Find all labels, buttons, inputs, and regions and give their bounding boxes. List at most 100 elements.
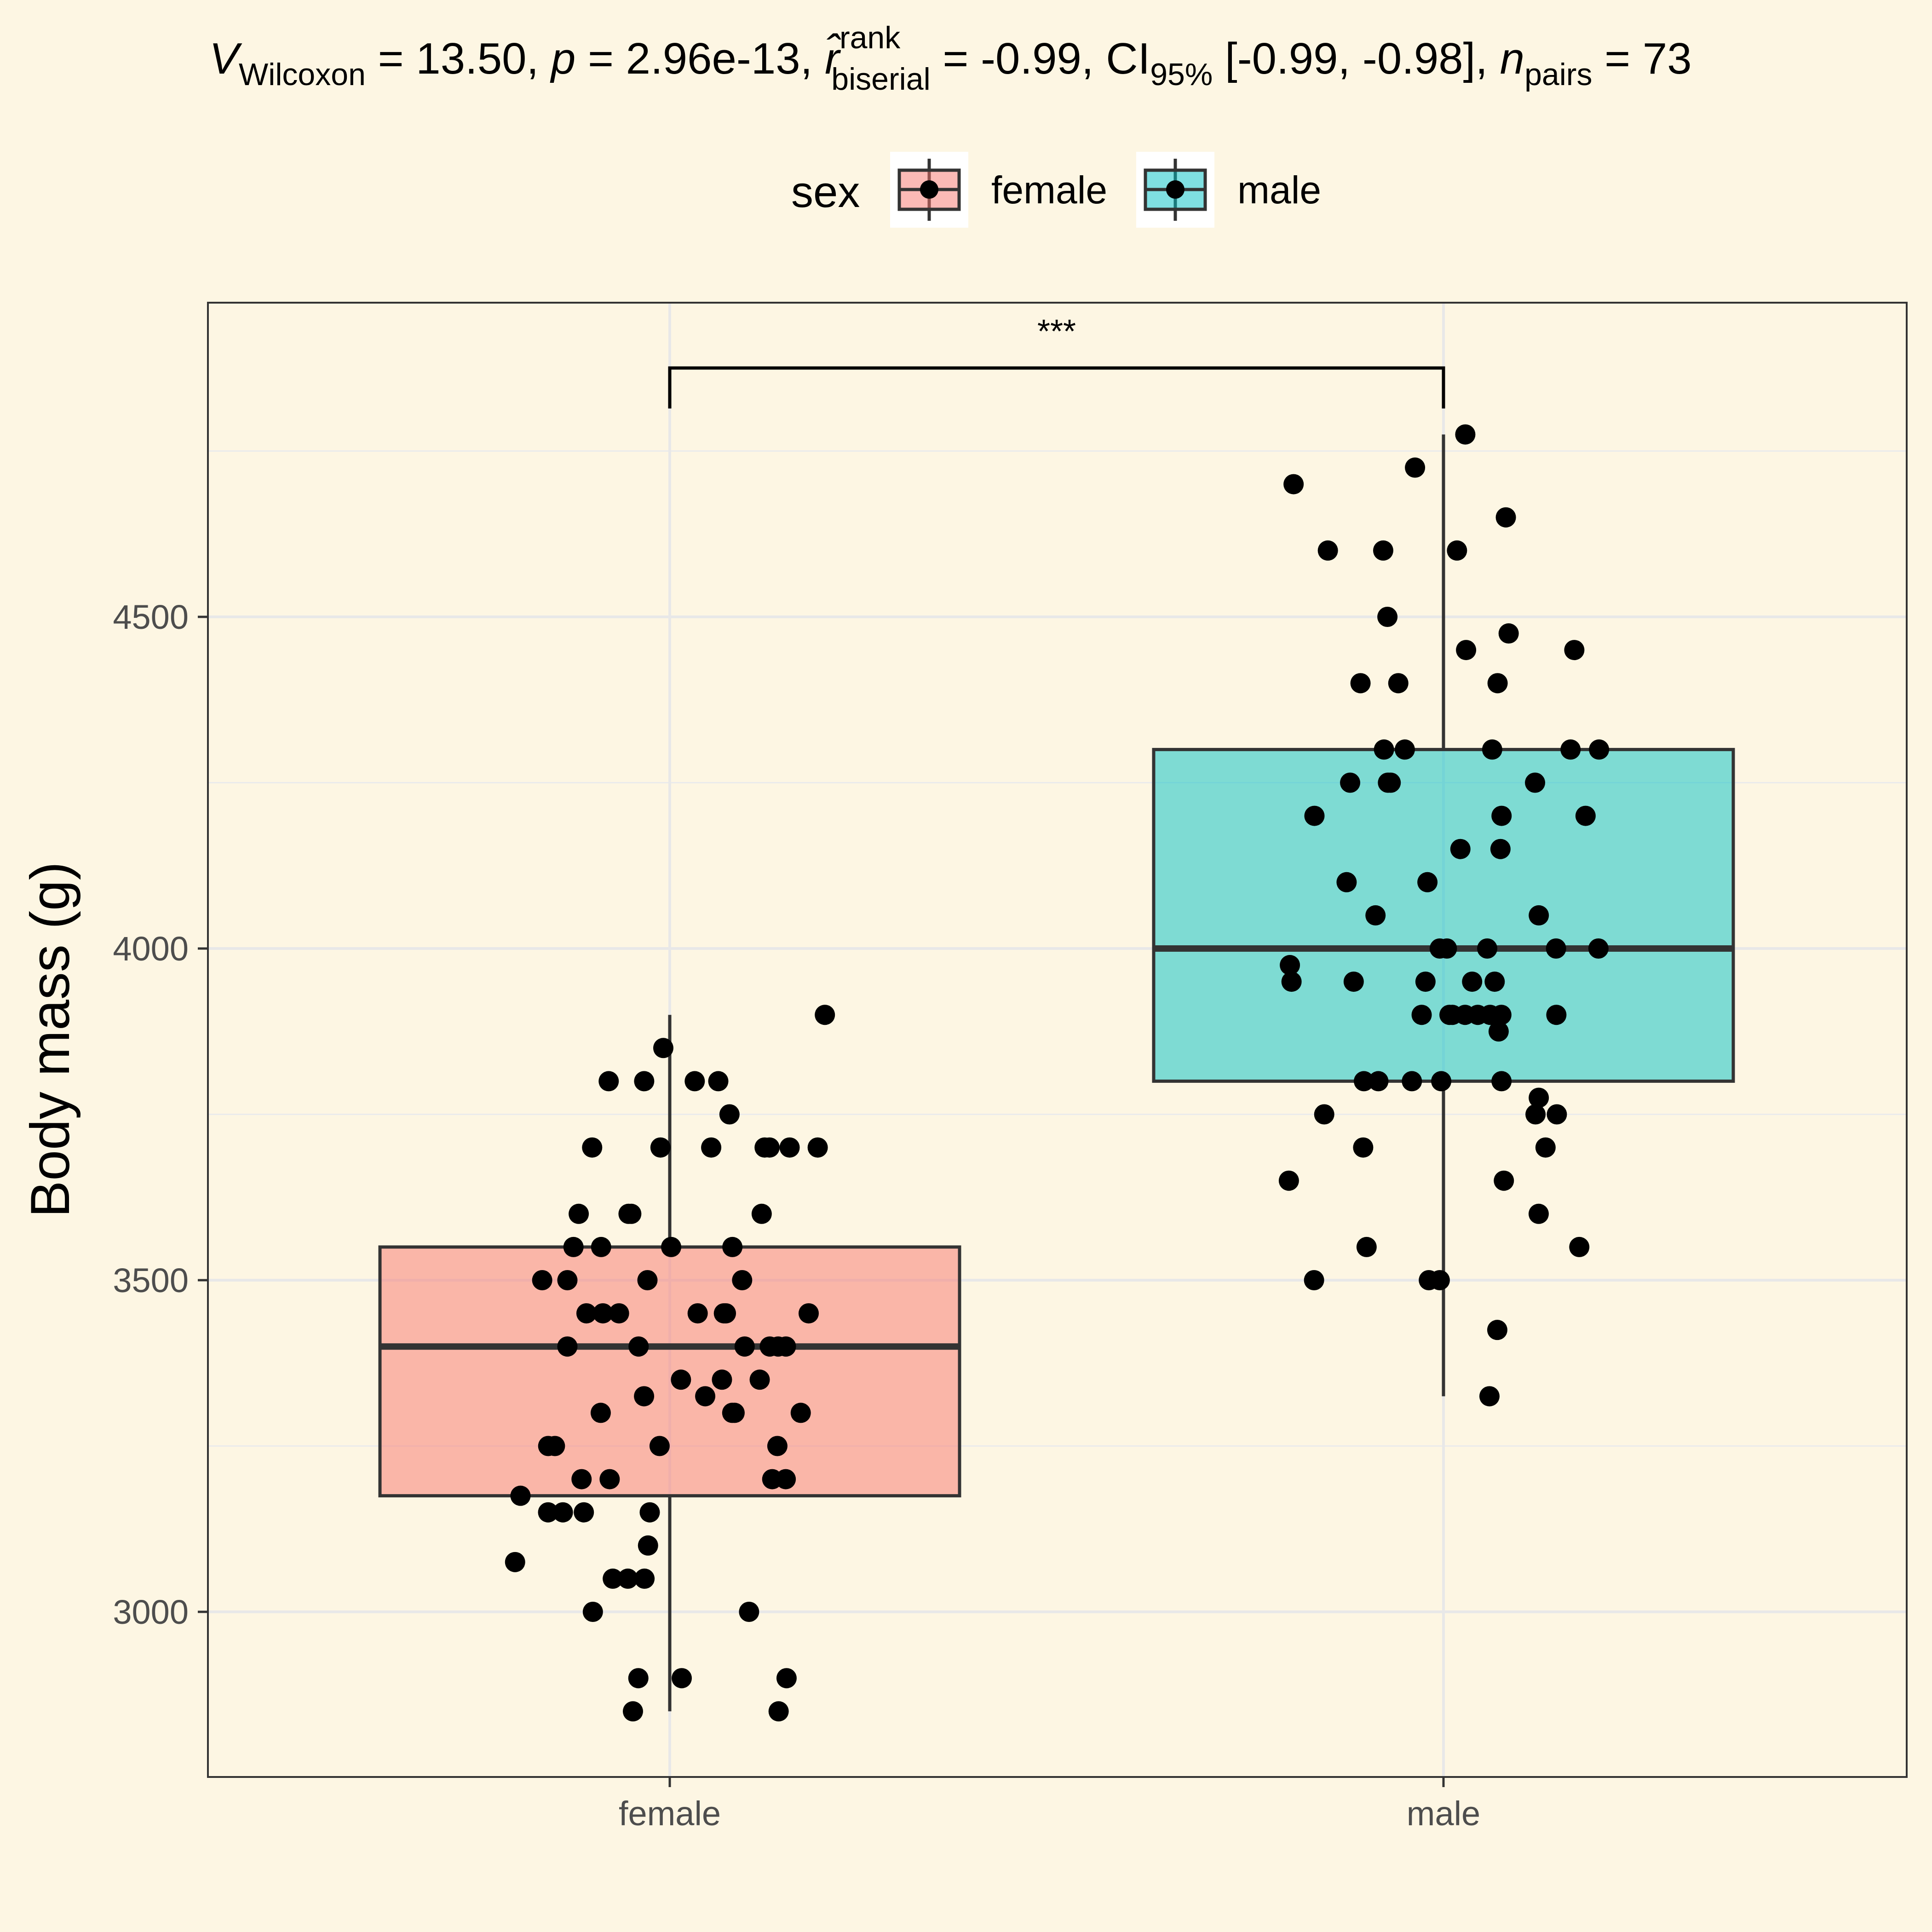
significance-bracket: *** <box>668 313 1445 408</box>
data-point-female <box>734 1336 755 1357</box>
y-tick-label: 4000 <box>113 930 189 968</box>
data-point-male <box>1487 1320 1507 1340</box>
data-point-male <box>1343 972 1364 992</box>
data-point-female <box>712 1369 732 1390</box>
data-point-male <box>1477 938 1498 959</box>
legend: sex female male <box>791 152 1321 228</box>
data-point-male <box>1528 1203 1549 1224</box>
data-point-female <box>603 1568 623 1589</box>
data-point-male <box>1498 623 1519 644</box>
data-point-female <box>653 1038 673 1058</box>
data-point-male <box>1482 739 1502 760</box>
data-point-male <box>1462 972 1483 992</box>
data-point-female <box>751 1203 772 1224</box>
data-point-male <box>1447 540 1467 561</box>
data-point-female <box>592 1303 613 1324</box>
data-point-female <box>582 1137 603 1158</box>
legend-title: sex <box>791 167 860 217</box>
data-point-female <box>628 1668 649 1689</box>
stat-r-eq: = -0.99, CI <box>931 34 1150 83</box>
stat-n: n <box>1500 34 1524 83</box>
stat-v: V <box>209 34 242 83</box>
data-point-male <box>1487 673 1508 694</box>
data-point-male <box>1304 805 1325 826</box>
data-point-male <box>1547 1104 1567 1125</box>
data-point-female <box>732 1270 753 1290</box>
data-point-male <box>1490 839 1511 859</box>
data-point-female <box>649 1436 670 1456</box>
data-point-male <box>1377 607 1398 627</box>
data-point-female <box>563 1236 584 1257</box>
data-point-male <box>1354 1071 1374 1092</box>
data-point-male <box>1394 739 1415 760</box>
data-point-female <box>591 1236 611 1257</box>
data-point-male <box>1429 1270 1450 1290</box>
data-point-female <box>621 1203 642 1224</box>
legend-label-female: female <box>991 168 1107 212</box>
data-point-female <box>767 1436 788 1456</box>
box-female <box>378 1245 961 1498</box>
data-point-male <box>1575 805 1596 826</box>
data-point-male <box>1431 1071 1452 1092</box>
y-axis-title: Body mass (g) <box>19 862 81 1218</box>
data-point-female <box>687 1303 708 1324</box>
y-tick-label: 3500 <box>113 1261 189 1300</box>
box-male <box>1152 748 1735 1083</box>
data-point-male <box>1529 905 1549 926</box>
data-point-female <box>634 1071 655 1092</box>
data-point-male <box>1442 1005 1463 1025</box>
data-point-female <box>719 1104 740 1125</box>
data-point-female <box>684 1071 705 1092</box>
data-point-female <box>776 1668 797 1689</box>
data-point-female <box>639 1502 660 1523</box>
data-point-male <box>1529 1087 1549 1108</box>
data-point-female <box>622 1701 643 1722</box>
legend-key-male <box>1136 152 1214 228</box>
data-point-female <box>701 1137 722 1158</box>
stat-v-eq: = 13.50, <box>366 34 551 83</box>
data-point-male <box>1479 1386 1500 1407</box>
data-point-male <box>1491 1005 1512 1025</box>
data-point-male <box>1588 938 1609 959</box>
data-point-female <box>815 1005 835 1025</box>
data-point-female <box>637 1270 658 1290</box>
legend-key-female <box>890 152 968 228</box>
data-point-female <box>505 1552 525 1572</box>
data-point-female <box>599 1469 620 1489</box>
data-point-female <box>776 1469 796 1489</box>
stat-ci-sub: 95% <box>1150 57 1213 92</box>
stat-ci-eq: [-0.99, -0.98], <box>1213 34 1500 83</box>
data-point-male <box>1491 1071 1512 1092</box>
data-point-female <box>739 1602 759 1622</box>
data-point-female <box>807 1137 828 1158</box>
data-point-female <box>628 1336 649 1357</box>
data-point-male <box>1491 805 1512 826</box>
data-point-male <box>1564 640 1585 661</box>
data-point-male <box>1280 955 1300 976</box>
data-point-male <box>1569 1236 1590 1257</box>
data-point-male <box>1304 1270 1324 1290</box>
data-point-female <box>722 1236 743 1257</box>
data-point-male <box>1356 1236 1377 1257</box>
data-point-female <box>590 1403 611 1423</box>
data-point-male <box>1380 772 1401 793</box>
data-point-female <box>768 1336 788 1357</box>
stat-v-sub: Wilcoxon <box>239 57 366 92</box>
data-point-male <box>1388 673 1409 694</box>
data-point-male <box>1368 1071 1389 1092</box>
data-point-female <box>722 1403 742 1423</box>
data-point-female <box>617 1568 638 1589</box>
data-point-male <box>1281 972 1302 992</box>
data-point-male <box>1525 1104 1546 1125</box>
data-point-male <box>1350 673 1371 694</box>
data-point-female <box>713 1303 734 1324</box>
data-point-male <box>1495 507 1516 528</box>
data-point-female <box>798 1303 819 1324</box>
data-point-male <box>1484 972 1505 992</box>
data-point-male <box>1560 739 1581 760</box>
axes: 3000 3500 4000 4500 female male <box>113 598 1480 1833</box>
data-point-male <box>1589 739 1610 760</box>
data-point-female <box>661 1236 682 1257</box>
data-point-female <box>557 1336 578 1357</box>
data-point-female <box>708 1071 729 1092</box>
